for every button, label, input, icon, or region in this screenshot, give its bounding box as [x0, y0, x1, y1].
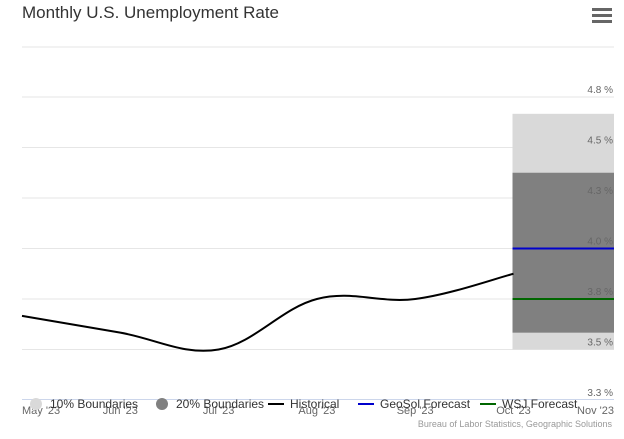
legend-label: 10% Boundaries — [50, 397, 138, 411]
x-tick-label: Sep '23 — [397, 405, 434, 417]
historical-line — [21, 272, 514, 352]
legend-geosol-forecast: GeoSol Forecast — [358, 397, 471, 411]
legend-10-boundaries: 10% Boundaries — [30, 397, 138, 411]
legend: 10% Boundaries 20% Boundaries Historical Ge… — [30, 397, 578, 411]
legend-20-boundaries: 20% Boundaries — [156, 397, 264, 411]
legend-historical: Historical — [268, 397, 339, 411]
x-tick-label: Jun '23 — [103, 405, 138, 417]
x-tick-label: Nov '23 — [577, 405, 614, 417]
credits: Bureau of Labor Statistics, Geographic S… — [417, 419, 612, 429]
y-tick-label: 3.5 % — [587, 338, 613, 349]
legend-symbol — [30, 398, 42, 410]
x-tick-label: Oct '23 — [496, 405, 531, 417]
legend-label: 20% Boundaries — [176, 397, 264, 411]
y-tick-label: 4.0 % — [587, 237, 613, 248]
x-tick-label: Jul '23 — [203, 405, 234, 417]
legend-symbol — [156, 398, 168, 410]
legend-label: WSJ Forecast — [502, 397, 578, 411]
boundary-band-20 — [512, 172, 614, 333]
legend-label: GeoSol Forecast — [380, 397, 471, 411]
y-tick-label: 4.8 % — [587, 85, 613, 96]
chart-title: Monthly U.S. Unemployment Rate — [22, 3, 279, 22]
forecast-lines — [512, 247, 614, 300]
historical-series — [21, 272, 514, 352]
legend-wsj-forecast: WSJ Forecast — [480, 397, 578, 411]
y-tick-label: 4.5 % — [587, 136, 613, 147]
hamburger-menu-icon[interactable] — [592, 8, 612, 26]
legend-label: Historical — [290, 397, 339, 411]
y-axis-ticks: 3.3 % 3.5 % 3.8 % 4.0 % 4.3 % 4.5 % 4.8 % — [587, 85, 613, 399]
y-tick-label: 4.3 % — [587, 186, 613, 197]
x-tick-label: Aug '23 — [298, 405, 335, 417]
y-tick-label: 3.3 % — [587, 388, 613, 399]
boundary-bands — [512, 113, 614, 350]
y-tick-label: 3.8 % — [587, 287, 613, 298]
